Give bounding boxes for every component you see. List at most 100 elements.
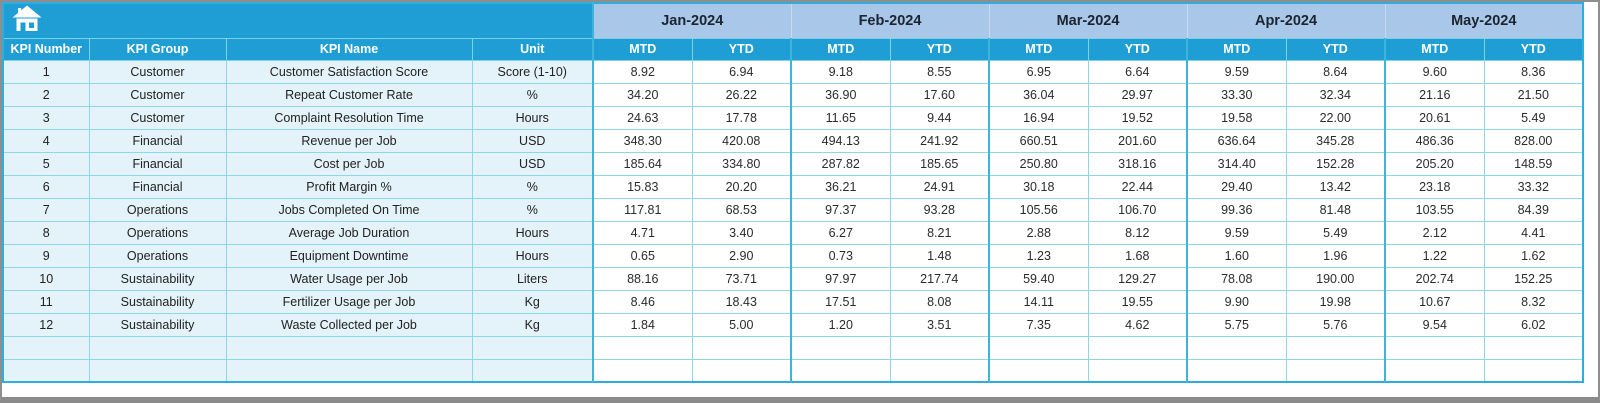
cell-value[interactable]: 13.42 xyxy=(1285,174,1386,199)
cell-value[interactable]: 6.64 xyxy=(1087,59,1188,84)
cell-unit[interactable]: Hours xyxy=(471,243,594,268)
cell-value[interactable]: 250.80 xyxy=(988,151,1089,176)
cell-value[interactable]: 20.61 xyxy=(1384,105,1485,130)
cell-value[interactable]: 103.55 xyxy=(1384,197,1485,222)
cell-value[interactable]: 20.20 xyxy=(691,174,792,199)
period-header[interactable]: YTD xyxy=(1087,37,1188,61)
cell-empty-value[interactable] xyxy=(1285,358,1386,383)
period-header[interactable]: MTD xyxy=(592,37,693,61)
cell-empty-label[interactable] xyxy=(88,335,227,360)
cell-kpi-name[interactable]: Profit Margin % xyxy=(225,174,473,199)
cell-empty-value[interactable] xyxy=(790,335,891,360)
cell-value[interactable]: 9.59 xyxy=(1186,59,1287,84)
cell-value[interactable]: 1.62 xyxy=(1483,243,1584,268)
cell-value[interactable]: 205.20 xyxy=(1384,151,1485,176)
cell-kpi-number[interactable]: 10 xyxy=(2,266,90,291)
cell-value[interactable]: 17.51 xyxy=(790,289,891,314)
month-header[interactable]: Mar-2024 xyxy=(988,2,1188,38)
cell-value[interactable]: 18.43 xyxy=(691,289,792,314)
cell-value[interactable]: 36.90 xyxy=(790,82,891,107)
cell-value[interactable]: 22.44 xyxy=(1087,174,1188,199)
cell-value[interactable]: 29.40 xyxy=(1186,174,1287,199)
cell-value[interactable]: 9.18 xyxy=(790,59,891,84)
cell-value[interactable]: 8.21 xyxy=(889,220,990,245)
cell-value[interactable]: 24.91 xyxy=(889,174,990,199)
cell-value[interactable]: 828.00 xyxy=(1483,128,1584,153)
cell-value[interactable]: 88.16 xyxy=(592,266,693,291)
period-header[interactable]: YTD xyxy=(1285,37,1386,61)
cell-value[interactable]: 6.95 xyxy=(988,59,1089,84)
cell-empty-value[interactable] xyxy=(592,335,693,360)
cell-kpi-group[interactable]: Sustainability xyxy=(88,289,227,314)
cell-value[interactable]: 9.44 xyxy=(889,105,990,130)
cell-value[interactable]: 1.20 xyxy=(790,312,891,337)
column-header[interactable]: KPI Number xyxy=(2,37,90,61)
cell-value[interactable]: 21.16 xyxy=(1384,82,1485,107)
cell-kpi-number[interactable]: 9 xyxy=(2,243,90,268)
cell-unit[interactable]: USD xyxy=(471,151,594,176)
cell-value[interactable]: 202.74 xyxy=(1384,266,1485,291)
cell-value[interactable]: 0.65 xyxy=(592,243,693,268)
cell-empty-value[interactable] xyxy=(592,358,693,383)
cell-value[interactable]: 6.02 xyxy=(1483,312,1584,337)
cell-value[interactable]: 3.40 xyxy=(691,220,792,245)
cell-kpi-group[interactable]: Operations xyxy=(88,197,227,222)
cell-value[interactable]: 29.97 xyxy=(1087,82,1188,107)
cell-empty-label[interactable] xyxy=(471,335,594,360)
cell-value[interactable]: 8.64 xyxy=(1285,59,1386,84)
cell-kpi-name[interactable]: Average Job Duration xyxy=(225,220,473,245)
cell-kpi-number[interactable]: 12 xyxy=(2,312,90,337)
cell-value[interactable]: 4.71 xyxy=(592,220,693,245)
cell-value[interactable]: 33.30 xyxy=(1186,82,1287,107)
cell-value[interactable]: 2.90 xyxy=(691,243,792,268)
cell-value[interactable]: 21.50 xyxy=(1483,82,1584,107)
cell-value[interactable]: 1.23 xyxy=(988,243,1089,268)
cell-value[interactable]: 26.22 xyxy=(691,82,792,107)
cell-value[interactable]: 494.13 xyxy=(790,128,891,153)
home-cell[interactable] xyxy=(3,3,593,39)
cell-value[interactable]: 36.04 xyxy=(988,82,1089,107)
cell-empty-value[interactable] xyxy=(889,358,990,383)
cell-unit[interactable]: Hours xyxy=(471,105,594,130)
cell-kpi-name[interactable]: Cost per Job xyxy=(225,151,473,176)
cell-value[interactable]: 334.80 xyxy=(691,151,792,176)
cell-kpi-number[interactable]: 4 xyxy=(2,128,90,153)
cell-empty-value[interactable] xyxy=(790,358,891,383)
home-icon[interactable] xyxy=(12,5,42,37)
cell-unit[interactable]: % xyxy=(471,174,594,199)
cell-value[interactable]: 636.64 xyxy=(1186,128,1287,153)
cell-value[interactable]: 33.32 xyxy=(1483,174,1584,199)
cell-value[interactable]: 1.48 xyxy=(889,243,990,268)
cell-value[interactable]: 660.51 xyxy=(988,128,1089,153)
cell-value[interactable]: 185.65 xyxy=(889,151,990,176)
cell-value[interactable]: 287.82 xyxy=(790,151,891,176)
cell-value[interactable]: 4.41 xyxy=(1483,220,1584,245)
cell-value[interactable]: 152.28 xyxy=(1285,151,1386,176)
cell-value[interactable]: 19.98 xyxy=(1285,289,1386,314)
period-header[interactable]: MTD xyxy=(790,37,891,61)
cell-value[interactable]: 106.70 xyxy=(1087,197,1188,222)
cell-value[interactable]: 6.94 xyxy=(691,59,792,84)
cell-value[interactable]: 99.36 xyxy=(1186,197,1287,222)
cell-empty-label[interactable] xyxy=(2,335,90,360)
cell-value[interactable]: 2.12 xyxy=(1384,220,1485,245)
cell-kpi-name[interactable]: Fertilizer Usage per Job xyxy=(225,289,473,314)
cell-empty-label[interactable] xyxy=(225,335,473,360)
cell-value[interactable]: 1.96 xyxy=(1285,243,1386,268)
cell-value[interactable]: 5.76 xyxy=(1285,312,1386,337)
cell-value[interactable]: 8.46 xyxy=(592,289,693,314)
cell-value[interactable]: 17.60 xyxy=(889,82,990,107)
cell-value[interactable]: 345.28 xyxy=(1285,128,1386,153)
cell-value[interactable]: 0.73 xyxy=(790,243,891,268)
cell-empty-value[interactable] xyxy=(1087,358,1188,383)
cell-value[interactable]: 5.49 xyxy=(1483,105,1584,130)
period-header[interactable]: MTD xyxy=(1384,37,1485,61)
cell-value[interactable]: 9.59 xyxy=(1186,220,1287,245)
cell-empty-label[interactable] xyxy=(88,358,227,383)
cell-value[interactable]: 1.60 xyxy=(1186,243,1287,268)
cell-unit[interactable]: Kg xyxy=(471,289,594,314)
cell-value[interactable]: 84.39 xyxy=(1483,197,1584,222)
cell-value[interactable]: 19.55 xyxy=(1087,289,1188,314)
cell-kpi-number[interactable]: 6 xyxy=(2,174,90,199)
cell-value[interactable]: 9.90 xyxy=(1186,289,1287,314)
